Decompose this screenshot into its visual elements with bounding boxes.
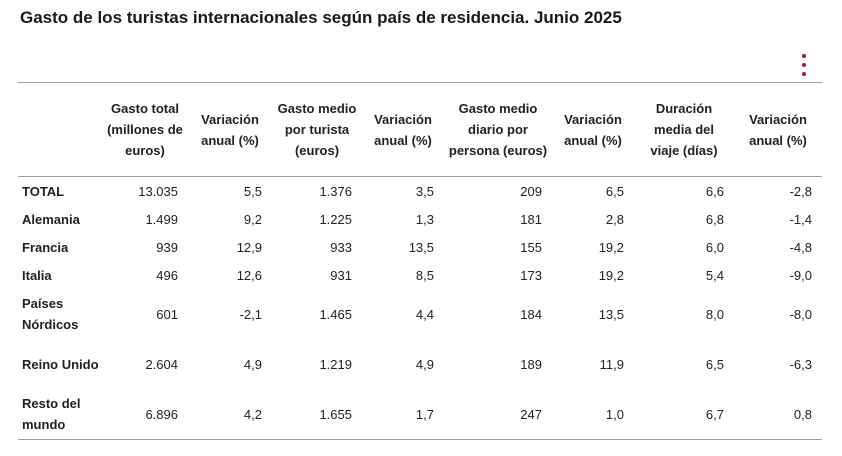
table-row: Reino Unido 2.604 4,9 1.219 4,9 189 11,9 6,5 -6,… xyxy=(18,339,822,389)
chart-title: Gasto de los turistas internacionales se… xyxy=(20,8,622,27)
table-cell: 6,8 xyxy=(705,211,724,227)
menu-dot xyxy=(802,72,806,76)
header-row: Gasto total (millones de euros) Variació… xyxy=(18,82,822,177)
table-cell: -6,3 xyxy=(789,356,812,372)
row-label: Resto del mundo xyxy=(18,389,102,440)
table-cell: 8,5 xyxy=(415,267,434,283)
table-cell: 12,9 xyxy=(236,239,262,255)
table-cell: 1.499 xyxy=(145,211,178,227)
table-cell: 1,7 xyxy=(362,389,444,440)
table-row: Países Nórdicos 601 -2,1 1.465 4,4 184 13,5 8,0… xyxy=(18,289,822,339)
table-cell: 173 xyxy=(520,267,542,283)
table-cell: 4,4 xyxy=(415,306,434,322)
table-cell: 1.465 xyxy=(319,306,352,322)
more-options-icon[interactable] xyxy=(798,54,810,76)
table-cell: 181 xyxy=(520,211,542,227)
table-cell: 19,2 xyxy=(598,267,624,283)
table-cell: -2,8 xyxy=(789,183,812,199)
table-cell: 939 xyxy=(156,239,178,255)
table-cell: 9,2 xyxy=(243,211,262,227)
column-header: Duración media del viaje (días) xyxy=(634,82,734,177)
table-cell: 1.376 xyxy=(319,183,352,199)
menu-dot xyxy=(802,63,806,67)
row-label: Reino Unido xyxy=(22,356,99,372)
table-cell: 13.035 xyxy=(138,183,178,199)
table-cell: 4,9 xyxy=(415,356,434,372)
table-row: Francia 939 12,9 933 13,5 155 19,2 6,0 -4,8 xyxy=(18,233,822,261)
table-cell: 189 xyxy=(520,356,542,372)
table-cell: 6,5 xyxy=(605,183,624,199)
column-header: Variación anual (%) xyxy=(552,82,634,177)
column-header: Variación anual (%) xyxy=(188,82,272,177)
table-cell: 12,6 xyxy=(236,267,262,283)
table-cell: 1.655 xyxy=(272,389,362,440)
table-cell: 13,5 xyxy=(598,306,624,322)
column-header: Variación anual (%) xyxy=(734,82,822,177)
data-table: Gasto total (millones de euros) Variació… xyxy=(18,82,822,440)
table-cell: 1,3 xyxy=(415,211,434,227)
table-cell: 496 xyxy=(156,267,178,283)
table-row: Italia 496 12,6 931 8,5 173 19,2 5,4 -9,0 xyxy=(18,261,822,289)
row-label: Alemania xyxy=(22,211,80,227)
table-cell: 184 xyxy=(520,306,542,322)
table-cell: 3,5 xyxy=(415,183,434,199)
table-cell: -1,4 xyxy=(789,211,812,227)
table-cell: 2,8 xyxy=(605,211,624,227)
table-row: Alemania 1.499 9,2 1.225 1,3 181 2,8 6,8 -1,4 xyxy=(18,205,822,233)
table-cell: 6,7 xyxy=(634,389,734,440)
table-body: TOTAL 13.035 5,5 1.376 3,5 209 6,5 6,6 -2,8 Alema… xyxy=(18,177,822,440)
row-label: Italia xyxy=(22,267,52,283)
table-cell: 209 xyxy=(520,183,542,199)
table-cell: 247 xyxy=(444,389,552,440)
table-cell: 5,4 xyxy=(705,267,724,283)
table-cell: -8,0 xyxy=(789,306,812,322)
table-cell: 601 xyxy=(156,306,178,322)
row-label: TOTAL xyxy=(22,183,65,199)
table-cell: 11,9 xyxy=(599,356,624,372)
table-cell: 8,0 xyxy=(705,306,724,322)
table-cell: -4,8 xyxy=(789,239,812,255)
table-cell: -9,0 xyxy=(789,267,812,283)
column-header: Gasto medio por turista (euros) xyxy=(272,82,362,177)
table-cell: 933 xyxy=(330,239,352,255)
table-cell: -2,1 xyxy=(239,306,262,322)
table-cell: 6,0 xyxy=(705,239,724,255)
table-cell: 6,6 xyxy=(705,183,724,199)
table-cell: 1.225 xyxy=(319,211,352,227)
column-header: Gasto total (millones de euros) xyxy=(102,82,188,177)
table-cell: 0,8 xyxy=(734,389,822,440)
table-row: TOTAL 13.035 5,5 1.376 3,5 209 6,5 6,6 -2,8 xyxy=(18,177,822,206)
row-label: Países Nórdicos xyxy=(22,296,79,332)
table-row: Resto del mundo 6.896 4,2 1.655 1,7 247 1,0 6,7… xyxy=(18,389,822,440)
row-label: Francia xyxy=(22,239,69,255)
column-header: Variación anual (%) xyxy=(362,82,444,177)
table-cell: 931 xyxy=(330,267,352,283)
table-cell: 1.219 xyxy=(319,356,352,372)
table-cell: 4,9 xyxy=(243,356,262,372)
table-cell: 155 xyxy=(520,239,542,255)
table-cell: 6,5 xyxy=(705,356,724,372)
column-header: Gasto medio diario por persona (euros) xyxy=(444,82,552,177)
table-cell: 2.604 xyxy=(145,356,178,372)
table-cell: 5,5 xyxy=(243,183,262,199)
table-cell: 4,2 xyxy=(188,389,272,440)
table-cell: 19,2 xyxy=(598,239,624,255)
menu-dot xyxy=(802,54,806,58)
table-cell: 1,0 xyxy=(552,389,634,440)
table-cell: 13,5 xyxy=(408,239,434,255)
column-header-label xyxy=(18,82,102,177)
table-cell: 6.896 xyxy=(102,389,188,440)
